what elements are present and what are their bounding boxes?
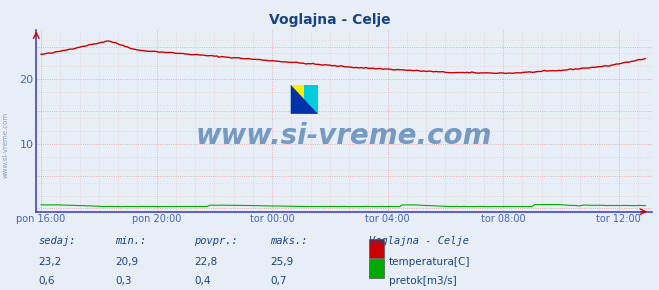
Text: povpr.:: povpr.:: [194, 236, 238, 246]
Text: 0,7: 0,7: [270, 276, 287, 286]
Text: 0,6: 0,6: [38, 276, 55, 286]
FancyBboxPatch shape: [291, 85, 304, 114]
Text: pretok[m3/s]: pretok[m3/s]: [389, 276, 457, 286]
FancyBboxPatch shape: [304, 85, 318, 114]
Text: 20,9: 20,9: [115, 257, 138, 267]
Text: www.si-vreme.com: www.si-vreme.com: [196, 122, 492, 150]
Text: 23,2: 23,2: [38, 257, 61, 267]
Text: www.si-vreme.com: www.si-vreme.com: [2, 112, 9, 178]
Text: sedaj:: sedaj:: [38, 236, 76, 246]
Text: maks.:: maks.:: [270, 236, 308, 246]
Text: Voglajna - Celje: Voglajna - Celje: [369, 236, 469, 246]
Text: temperatura[C]: temperatura[C]: [389, 257, 471, 267]
Text: 22,8: 22,8: [194, 257, 217, 267]
Text: 0,3: 0,3: [115, 276, 132, 286]
Text: Voglajna - Celje: Voglajna - Celje: [269, 13, 390, 27]
Polygon shape: [291, 85, 318, 114]
Text: 25,9: 25,9: [270, 257, 293, 267]
Text: 0,4: 0,4: [194, 276, 211, 286]
Text: min.:: min.:: [115, 236, 146, 246]
